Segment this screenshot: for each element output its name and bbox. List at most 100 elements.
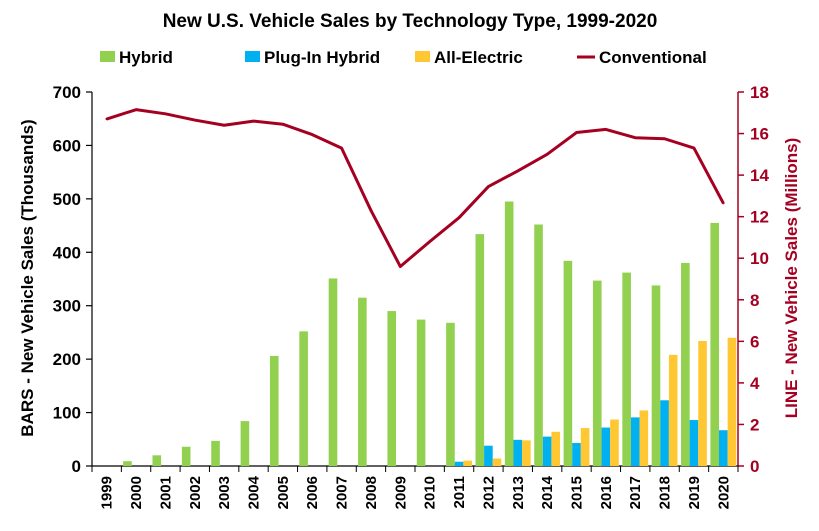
x-tick-label: 2019	[686, 476, 703, 509]
y-tick-label-left: 700	[53, 83, 81, 102]
y-tick-label-right: 14	[750, 166, 769, 185]
bar-plug-in-hybrid	[719, 430, 728, 466]
bar-all-electric	[727, 337, 737, 466]
bar-plug-in-hybrid	[601, 427, 611, 466]
bar-hybrid	[358, 297, 367, 466]
bar-hybrid	[328, 278, 338, 466]
x-tick-label: 2004	[246, 475, 263, 509]
x-tick-label: 2003	[216, 476, 233, 509]
x-tick-label: 2005	[275, 476, 292, 509]
bar-all-electric	[698, 340, 707, 466]
bar-plug-in-hybrid	[630, 417, 640, 466]
line-point-conventional	[252, 119, 255, 123]
x-tick-label: 2018	[657, 476, 674, 509]
bar-plug-in-hybrid	[660, 400, 669, 466]
line-group	[105, 108, 725, 269]
bar-hybrid	[123, 461, 132, 466]
x-tick-label: 2008	[363, 476, 380, 509]
y-tick-label-left: 100	[53, 404, 81, 423]
bar-hybrid	[622, 272, 631, 466]
bar-hybrid	[299, 331, 308, 466]
line-point-conventional	[281, 123, 285, 126]
bar-hybrid	[534, 224, 543, 466]
bar-hybrid	[181, 446, 191, 466]
bar-hybrid	[211, 440, 220, 466]
bar-hybrid	[710, 222, 720, 466]
chart-title: New U.S. Vehicle Sales by Technology Typ…	[163, 11, 658, 32]
bars-group	[123, 201, 737, 466]
x-tick-label: 2007	[334, 476, 351, 509]
bar-plug-in-hybrid	[484, 445, 493, 466]
y-tick-label-right: 10	[750, 249, 769, 268]
x-tick-label: 2001	[157, 476, 174, 509]
line-point-conventional	[457, 216, 461, 219]
bar-hybrid	[240, 421, 250, 466]
line-point-conventional	[663, 137, 666, 140]
y-axis-label-left: BARS - New Vehicle Sales (Thousands)	[18, 119, 37, 436]
axis-labels: BARS - New Vehicle Sales (Thousands) LIN…	[18, 119, 801, 436]
bar-plug-in-hybrid	[454, 461, 464, 466]
y-tick-label-left: 400	[53, 243, 81, 262]
x-tick-label: 2002	[187, 476, 204, 509]
y-axis-label-right: LINE - New Vehicle Sales (Millions)	[782, 138, 801, 419]
y-tick-label-right: 6	[750, 332, 759, 351]
bar-hybrid	[592, 280, 602, 466]
line-point-conventional	[516, 169, 519, 173]
line-point-conventional	[193, 118, 196, 122]
x-tick-label: 2015	[569, 476, 586, 509]
y-tick-label-right: 4	[750, 374, 760, 393]
legend: Hybrid Plug-In Hybrid All-Electric Conventi…	[100, 48, 707, 67]
x-tick-label: 2011	[451, 476, 468, 509]
bar-hybrid	[152, 455, 162, 466]
legend-label-all-electric: All-Electric	[434, 48, 523, 67]
legend-label-plug-in-hybrid: Plug-In Hybrid	[264, 48, 380, 67]
y-tick-label-left: 200	[53, 350, 81, 369]
bar-hybrid	[475, 234, 485, 466]
bar-hybrid	[681, 262, 690, 466]
line-point-conventional	[311, 133, 314, 136]
bar-plug-in-hybrid	[542, 436, 552, 466]
legend-swatch-all-electric	[415, 51, 430, 62]
bar-all-electric	[668, 354, 678, 466]
y-tick-label-right: 18	[750, 83, 769, 102]
y-tick-label-left: 500	[53, 190, 81, 209]
line-point-conventional	[722, 201, 725, 205]
bar-plug-in-hybrid	[513, 439, 523, 466]
line-point-conventional	[487, 185, 490, 188]
bar-hybrid	[416, 319, 426, 466]
x-tick-label: 2020	[715, 476, 732, 509]
line-point-conventional	[634, 136, 637, 139]
legend-label-hybrid: Hybrid	[119, 48, 173, 67]
bar-all-electric	[463, 460, 472, 466]
y-tick-label-left: 300	[53, 297, 81, 316]
bar-all-electric	[610, 419, 619, 466]
line-point-conventional	[604, 128, 608, 131]
x-tick-label: 2014	[539, 475, 556, 509]
bar-all-electric	[492, 458, 502, 466]
bar-hybrid	[269, 355, 279, 466]
line-point-conventional	[428, 240, 431, 243]
legend-swatch-hybrid	[100, 51, 115, 62]
line-point-conventional	[105, 117, 108, 121]
bar-hybrid	[387, 311, 397, 466]
bar-all-electric	[551, 431, 561, 466]
line-point-conventional	[134, 108, 138, 111]
legend-swatch-plug-in-hybrid	[245, 51, 260, 62]
bar-all-electric	[639, 410, 649, 466]
bar-hybrid	[651, 285, 661, 466]
x-tick-label: 2017	[627, 476, 644, 509]
x-tick-label: 2009	[392, 476, 409, 509]
line-point-conventional	[399, 265, 402, 268]
y-tick-label-right: 0	[750, 457, 759, 476]
line-point-conventional	[545, 153, 549, 156]
x-tick-label: 2013	[510, 476, 527, 509]
bar-hybrid	[446, 322, 455, 466]
y-tick-label-right: 16	[750, 125, 769, 144]
bar-hybrid	[563, 260, 573, 466]
x-tick-label: 2010	[422, 476, 439, 509]
x-tick-label: 2016	[598, 476, 615, 509]
x-tick-label: 2000	[128, 476, 145, 509]
legend-label-conventional: Conventional	[599, 48, 707, 67]
